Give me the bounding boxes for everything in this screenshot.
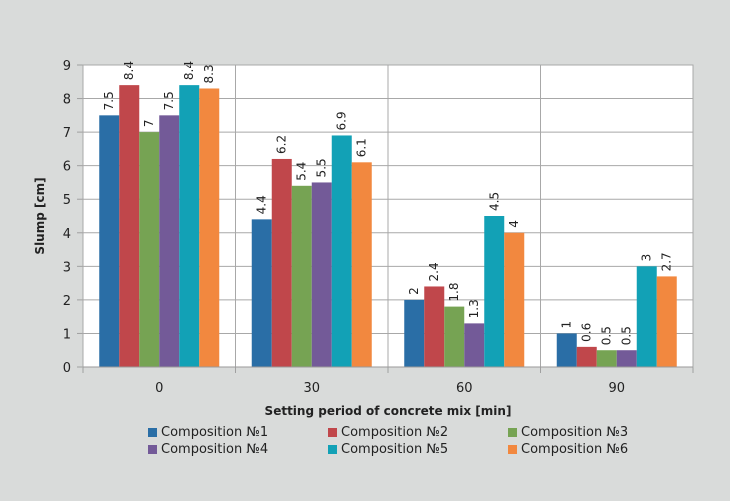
- data-label: 8.3: [202, 64, 216, 83]
- data-label: 2.7: [660, 252, 674, 271]
- legend-label: Composition №2: [341, 425, 449, 440]
- legend-label: Composition №4: [161, 442, 269, 457]
- bar: [291, 185, 312, 367]
- bar: [616, 350, 637, 367]
- x-tick-label: 90: [608, 381, 625, 396]
- x-tick-label: 30: [303, 381, 320, 396]
- legend-swatch: [508, 428, 517, 437]
- data-label: 8.4: [122, 61, 136, 80]
- data-label: 4.5: [487, 192, 501, 211]
- legend-item: Composition №3: [508, 424, 688, 441]
- bar: [484, 216, 505, 367]
- bar: [576, 346, 597, 367]
- y-tick-label: 2: [63, 294, 71, 309]
- data-label: 1.8: [447, 283, 461, 302]
- legend: Composition №1 Composition №2 Composition …: [148, 424, 708, 458]
- bar: [596, 350, 617, 367]
- y-tick-label: 4: [63, 227, 71, 242]
- data-label: 0.5: [600, 326, 614, 345]
- data-label: 6.2: [275, 135, 289, 154]
- bar: [159, 115, 180, 367]
- bar: [636, 266, 657, 367]
- bar: [351, 162, 372, 367]
- data-label: 5.5: [315, 158, 329, 177]
- x-tick-labels: 0 30 60 90: [155, 381, 625, 396]
- y-tick-label: 0: [63, 361, 71, 376]
- legend-item: Composition №1: [148, 424, 328, 441]
- data-label: 2.4: [427, 262, 441, 281]
- legend-item: Composition №2: [328, 424, 508, 441]
- x-axis-title: Setting period of concrete mix [min]: [265, 404, 512, 418]
- y-axis-title: Slump [cm]: [33, 177, 47, 254]
- data-label: 0.5: [620, 326, 634, 345]
- data-label: 2: [407, 287, 421, 295]
- legend-item: Composition №4: [148, 441, 328, 458]
- data-label: 8.4: [182, 61, 196, 80]
- data-label: 7.5: [102, 91, 116, 110]
- y-tick-label: 9: [63, 59, 71, 74]
- y-tick-labels: 0 1 2 3 4 5 6 7 8 9: [63, 59, 71, 376]
- y-tick-label: 6: [63, 160, 71, 175]
- bar: [404, 299, 425, 367]
- bar: [444, 306, 465, 367]
- axes: [77, 64, 694, 373]
- legend-swatch: [508, 445, 517, 454]
- legend-label: Composition №1: [161, 425, 269, 440]
- data-labels: 7.5 8.4 7 7.5 8.4 8.3 4.4 6.2 5.4 5.5 6.9 6.1 2 2.4 1.…: [102, 61, 674, 345]
- y-tick-label: 7: [63, 126, 71, 141]
- legend-swatch: [148, 445, 157, 454]
- data-label: 4.4: [255, 195, 269, 214]
- legend-item: Composition №6: [508, 441, 688, 458]
- bar: [311, 182, 332, 367]
- bar: [331, 135, 352, 367]
- bar: [179, 85, 200, 367]
- bar: [424, 286, 445, 367]
- data-label: 4: [507, 220, 521, 228]
- y-tick-label: 8: [63, 93, 71, 108]
- data-label: 0.6: [580, 323, 594, 342]
- data-label: 6.9: [335, 111, 349, 130]
- data-label: 7.5: [162, 91, 176, 110]
- bar: [119, 85, 140, 367]
- data-label: 5.4: [295, 162, 309, 181]
- x-tick-label: 0: [155, 381, 163, 396]
- y-tick-label: 5: [63, 193, 71, 208]
- legend-label: Composition №5: [341, 442, 449, 457]
- legend-swatch: [148, 428, 157, 437]
- data-label: 1.3: [467, 299, 481, 318]
- data-label: 1: [560, 321, 574, 329]
- bar: [271, 158, 292, 367]
- x-tick-label: 60: [456, 381, 473, 396]
- bar: [99, 115, 120, 367]
- legend-label: Composition №3: [521, 425, 629, 440]
- data-label: 7: [142, 119, 156, 127]
- legend-swatch: [328, 445, 337, 454]
- legend-item: Composition №5: [328, 441, 508, 458]
- bar: [556, 333, 577, 367]
- legend-label: Composition №6: [521, 442, 629, 457]
- y-tick-label: 1: [63, 327, 71, 342]
- data-label: 6.1: [355, 138, 369, 157]
- data-label: 3: [640, 254, 654, 262]
- bar: [251, 219, 272, 367]
- bars: [99, 85, 677, 367]
- y-tick-label: 3: [63, 260, 71, 275]
- bar: [504, 232, 525, 367]
- bar: [464, 323, 485, 367]
- bar: [139, 132, 160, 367]
- bar: [199, 88, 220, 367]
- legend-swatch: [328, 428, 337, 437]
- bar: [656, 276, 677, 367]
